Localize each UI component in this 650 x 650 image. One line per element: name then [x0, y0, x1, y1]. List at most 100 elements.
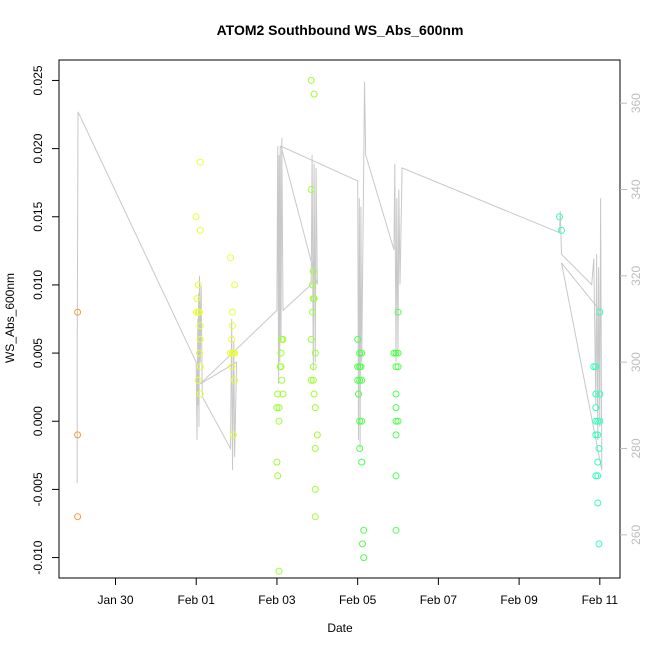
data-point [596, 390, 604, 398]
data-point [228, 335, 236, 343]
data-point [558, 226, 565, 234]
data-point [556, 213, 563, 221]
y-tick-label: 0.010 [31, 270, 45, 300]
data-point [309, 281, 316, 289]
x-tick-label: Feb 03 [258, 593, 296, 607]
data-point [196, 363, 204, 371]
data-point [356, 349, 364, 357]
data-point [360, 526, 368, 534]
data-point [196, 322, 204, 330]
data-point [194, 376, 202, 384]
data-point [275, 404, 283, 412]
data-point [359, 540, 366, 548]
y-tick-label: -0.005 [31, 472, 45, 506]
data-point [309, 295, 317, 303]
data-point [392, 363, 400, 371]
data-point [392, 417, 400, 425]
data-point [356, 445, 364, 452]
data-point [307, 186, 315, 193]
data-point [354, 335, 362, 343]
data-point [354, 376, 362, 384]
data-point [229, 322, 236, 330]
data-point [229, 431, 237, 439]
data-point [192, 213, 200, 221]
data-point [392, 390, 400, 398]
y-tick-label: 0.005 [31, 338, 45, 368]
x-tick-label: Feb 09 [500, 593, 538, 607]
data-point [196, 158, 204, 166]
data-point [592, 390, 600, 398]
data-point [392, 526, 400, 534]
data-point [311, 513, 319, 521]
y-tick-label: 0.015 [31, 201, 45, 231]
series-line [76, 81, 603, 483]
data-point [279, 335, 287, 343]
data-point [273, 404, 281, 412]
data-point [392, 431, 400, 439]
data-point [394, 417, 402, 425]
y2-tick-label: 280 [629, 438, 643, 458]
data-point [358, 376, 366, 384]
data-point [196, 335, 204, 343]
y2-tick-label: 320 [629, 266, 643, 286]
data-point [592, 431, 600, 439]
data-point [196, 349, 203, 357]
plot-frame [58, 59, 621, 579]
data-point [74, 431, 82, 439]
data-point [229, 349, 237, 357]
data-point [394, 308, 402, 316]
data-point [596, 417, 604, 425]
data-point [193, 295, 201, 303]
data-point [592, 404, 600, 412]
data-point [309, 308, 316, 316]
data-point [356, 376, 364, 384]
data-point [194, 281, 202, 289]
data-point [311, 404, 319, 412]
y2-tick-label: 300 [629, 352, 643, 372]
data-point [273, 458, 281, 466]
data-point [227, 254, 234, 262]
data-point [307, 335, 315, 343]
data-point [277, 349, 285, 357]
data-point [279, 390, 287, 398]
data-point [309, 376, 317, 384]
y2-tick-label: 340 [629, 179, 643, 199]
data-point [196, 308, 203, 316]
data-point [192, 308, 200, 316]
data-point [355, 390, 362, 398]
data-point [310, 90, 318, 98]
y-tick-label: 0.025 [31, 65, 45, 95]
x-tick-label: Jan 30 [97, 593, 133, 607]
data-point [228, 363, 236, 371]
data-point [594, 499, 602, 507]
data-point [196, 390, 204, 398]
data-point [596, 308, 604, 316]
data-point [231, 281, 239, 289]
x-tick-label: Feb 07 [420, 593, 458, 607]
data-point [356, 417, 364, 425]
data-point [227, 349, 234, 357]
data-point [392, 472, 400, 480]
data-point [595, 540, 603, 548]
data-point [594, 417, 602, 425]
data-point [274, 472, 282, 480]
data-point [307, 376, 315, 384]
data-point [309, 363, 317, 371]
x-axis-label: Date [327, 621, 353, 635]
data-point [595, 445, 603, 452]
plot-layer [74, 76, 604, 575]
data-point [390, 349, 398, 357]
data-point [392, 404, 400, 412]
data-point [313, 431, 321, 439]
data-point [311, 349, 319, 357]
data-point [592, 417, 600, 425]
y-tick-label: 0.020 [31, 133, 45, 163]
data-point [309, 267, 317, 275]
y2-tick-label: 260 [629, 525, 643, 545]
chart-title: ATOM2 Southbound WS_Abs_600nm [217, 22, 464, 38]
y-tick-label: 0.000 [31, 406, 45, 436]
data-point [274, 390, 282, 398]
y2-tick-label: 360 [629, 93, 643, 113]
